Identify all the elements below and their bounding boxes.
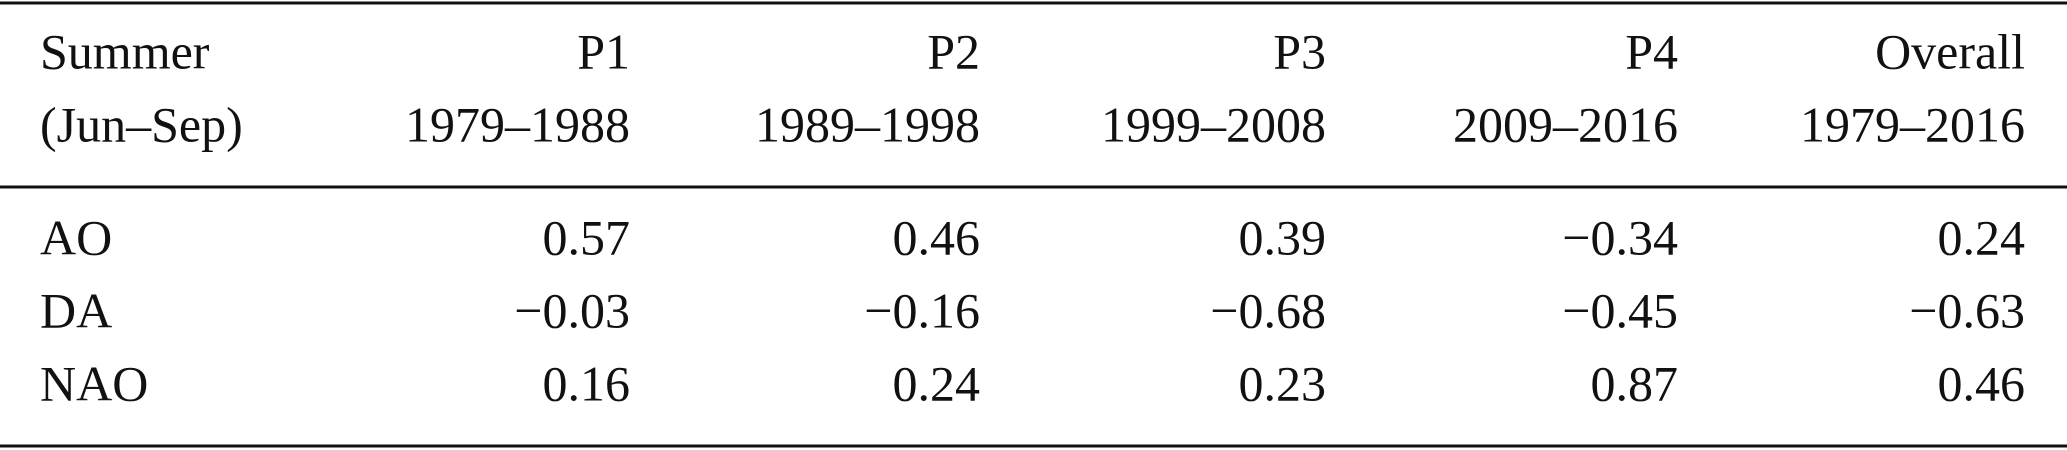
- header-cell: 1979–1988: [405, 96, 630, 152]
- row-label: AO: [40, 209, 112, 265]
- header-cell: 1999–2008: [1101, 96, 1326, 152]
- row-label: DA: [40, 282, 112, 338]
- header-cell: P2: [927, 23, 980, 79]
- table-cell: −0.45: [1562, 282, 1678, 338]
- table-cell: −0.34: [1562, 209, 1678, 265]
- table-cell: 0.39: [1239, 209, 1327, 265]
- header-cell: Overall: [1875, 23, 2025, 79]
- header-cell: Summer: [40, 23, 210, 79]
- table-cell: −0.16: [864, 282, 980, 338]
- table-cell: 0.87: [1591, 355, 1679, 411]
- table-cell: 0.16: [543, 355, 631, 411]
- header-cell: P3: [1273, 23, 1326, 79]
- table-cell: 0.24: [1938, 209, 2026, 265]
- table-cell: −0.03: [514, 282, 630, 338]
- table-cell: −0.63: [1909, 282, 2025, 338]
- header-cell: 2009–2016: [1453, 96, 1678, 152]
- table-cell: 0.57: [543, 209, 631, 265]
- table-cell: 0.24: [893, 355, 981, 411]
- table-cell: 0.46: [893, 209, 981, 265]
- header-cell: (Jun–Sep): [40, 96, 243, 152]
- header-cell: P4: [1625, 23, 1678, 79]
- table-cell: 0.46: [1938, 355, 2026, 411]
- header-cell: 1979–2016: [1800, 96, 2025, 152]
- table-cell: −0.68: [1210, 282, 1326, 338]
- header-cell: P1: [577, 23, 630, 79]
- row-label: NAO: [40, 355, 148, 411]
- table-cell: 0.23: [1239, 355, 1327, 411]
- header-cell: 1989–1998: [755, 96, 980, 152]
